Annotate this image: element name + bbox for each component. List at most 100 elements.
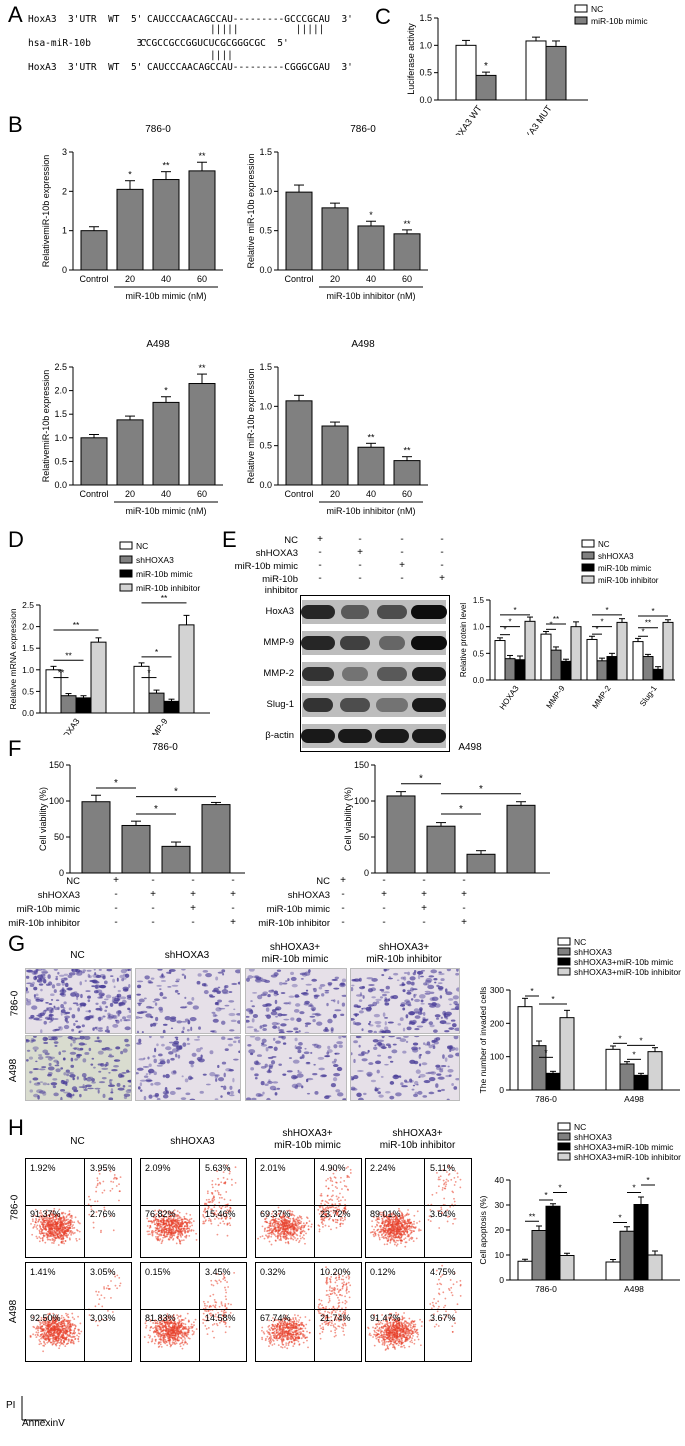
flow-dot	[416, 1222, 418, 1224]
cell	[436, 984, 440, 988]
flow-dot	[264, 1227, 267, 1230]
cell	[294, 1037, 298, 1042]
panel-letter-g: G	[8, 931, 26, 956]
flow-dot	[157, 1220, 160, 1223]
flow-dot	[274, 1217, 277, 1220]
cell	[124, 1018, 131, 1022]
flow-dot	[327, 1177, 329, 1180]
legend-swatch	[581, 551, 595, 560]
flow-dot	[100, 1231, 102, 1234]
flow-dot	[76, 1229, 79, 1232]
flow-dot	[52, 1242, 55, 1244]
flow-dot	[209, 1219, 212, 1221]
cell	[368, 1020, 372, 1024]
micrograph-cells	[246, 1036, 346, 1100]
cell	[384, 1002, 390, 1006]
flow-dot	[257, 1237, 260, 1240]
flow-dot	[277, 1206, 280, 1209]
bar	[559, 1017, 575, 1091]
flow-dot	[394, 1214, 397, 1217]
cell	[361, 1008, 364, 1010]
cell	[84, 979, 87, 982]
cell	[421, 1062, 428, 1066]
cell	[46, 1007, 49, 1010]
flow-dot	[264, 1218, 266, 1220]
flow-dot	[38, 1216, 41, 1219]
flow-dot	[283, 1228, 286, 1231]
y-tick-label: 0.0	[473, 676, 485, 685]
cell	[417, 1090, 423, 1095]
flow-dot	[217, 1224, 220, 1227]
flow-dot	[308, 1220, 311, 1223]
cell	[79, 981, 83, 986]
cell	[447, 1045, 453, 1050]
cell	[299, 1056, 303, 1060]
flow-dot	[170, 1236, 172, 1239]
flow-dot	[454, 1169, 457, 1172]
flow-dot	[176, 1210, 179, 1213]
flow-dot	[177, 1230, 180, 1233]
cell	[385, 985, 390, 990]
cell	[376, 1087, 381, 1090]
flow-dot	[303, 1237, 306, 1240]
bar	[517, 1006, 533, 1091]
cell	[286, 1030, 294, 1033]
cell	[38, 1090, 46, 1094]
legend-label: miR-10b mimic	[598, 564, 651, 573]
cell	[246, 1019, 250, 1023]
cell	[273, 1088, 277, 1091]
cell	[31, 1005, 38, 1010]
flow-dot	[372, 1216, 375, 1219]
flow-dot	[429, 1220, 432, 1223]
flow-dot	[438, 1227, 441, 1229]
x-tick-label: 40	[366, 489, 376, 499]
x-tick-label: 60	[197, 489, 207, 499]
cell	[351, 1018, 355, 1021]
cell	[378, 1094, 384, 1098]
flow-dot	[204, 1211, 207, 1214]
cell	[150, 1083, 154, 1086]
x-tick-label: HOXA3 MUT	[515, 103, 554, 135]
flow-dot	[343, 1185, 346, 1187]
flow-dot	[42, 1221, 44, 1224]
cell	[58, 1026, 62, 1029]
y-tick-label: 0.0	[22, 708, 34, 718]
cell	[91, 1081, 96, 1084]
cell	[55, 975, 59, 978]
cell	[373, 1013, 380, 1018]
x-tick-label: 786-0	[535, 1284, 557, 1294]
cell	[88, 975, 92, 979]
flow-dot	[42, 1217, 44, 1220]
flow-dot	[271, 1223, 274, 1226]
flow-dot	[211, 1192, 214, 1194]
flow-dot	[406, 1225, 409, 1228]
cell	[425, 983, 430, 986]
flow-dot	[286, 1224, 289, 1227]
cell	[362, 985, 365, 989]
cell	[87, 999, 91, 1003]
cell	[61, 1050, 67, 1053]
flow-dot	[438, 1176, 440, 1179]
flow-dot	[182, 1239, 185, 1242]
flow-dot	[374, 1226, 377, 1228]
flow-dot	[178, 1225, 181, 1228]
cell	[57, 1006, 60, 1011]
blot-band	[338, 729, 372, 743]
cell	[389, 1081, 395, 1085]
flow-dot	[454, 1181, 457, 1183]
treatment-sign: -	[358, 573, 362, 584]
micrograph-cells	[136, 1036, 240, 1100]
flow-dot	[211, 1183, 214, 1186]
cell	[94, 972, 97, 976]
flow-dot	[409, 1232, 412, 1235]
cell	[353, 1005, 360, 1008]
flow-dot	[302, 1234, 305, 1237]
cell	[278, 1030, 285, 1033]
treatment-sign: -	[191, 875, 195, 886]
cell	[33, 986, 38, 991]
flow-dot	[170, 1233, 173, 1236]
flow-dot	[50, 1219, 52, 1222]
cell	[40, 1029, 43, 1033]
flow-dot	[71, 1225, 74, 1228]
cell	[116, 977, 119, 982]
